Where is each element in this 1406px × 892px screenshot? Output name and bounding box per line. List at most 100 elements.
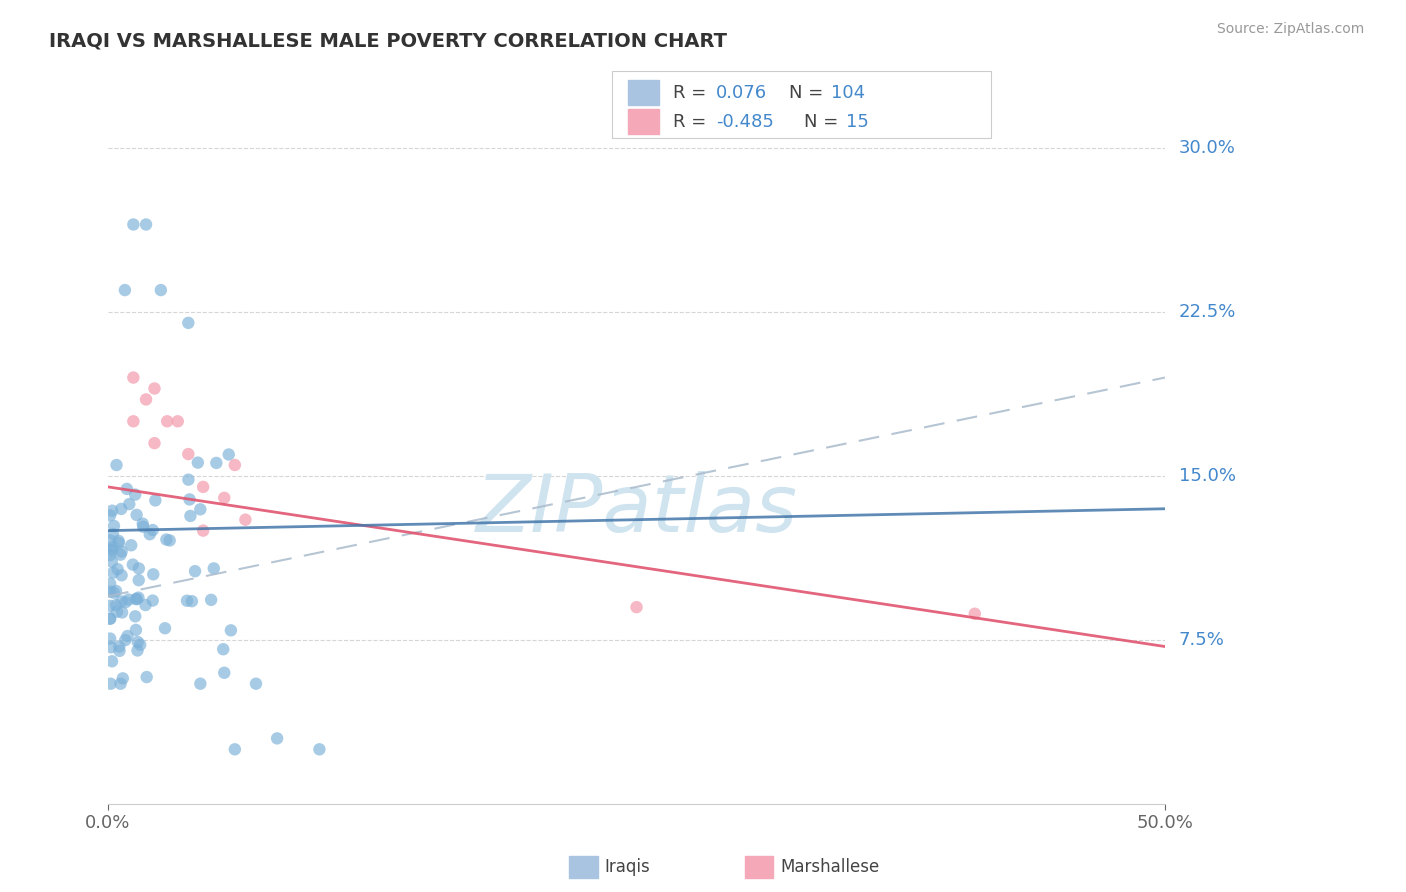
- Point: [179, 492, 201, 507]
- Point: [111, 606, 134, 620]
- Point: [98, 576, 121, 591]
- Point: [98, 599, 121, 613]
- Point: [98, 612, 121, 626]
- Point: [121, 558, 143, 572]
- Text: 15: 15: [846, 112, 869, 130]
- Point: [98, 542, 121, 557]
- Point: [179, 508, 201, 523]
- Text: N =: N =: [789, 84, 828, 102]
- Point: [114, 633, 136, 648]
- Point: [177, 316, 200, 330]
- Point: [166, 414, 188, 428]
- Point: [134, 598, 156, 612]
- Point: [212, 642, 235, 657]
- Point: [122, 370, 145, 384]
- Point: [127, 635, 149, 649]
- Point: [180, 594, 202, 608]
- Point: [143, 493, 166, 508]
- Point: [117, 629, 139, 643]
- Point: [200, 592, 222, 607]
- Point: [129, 638, 152, 652]
- Point: [115, 482, 138, 496]
- Point: [626, 600, 648, 615]
- Point: [101, 566, 124, 580]
- Point: [114, 595, 136, 609]
- Point: [120, 538, 142, 552]
- Point: [100, 640, 122, 655]
- Point: [963, 607, 986, 621]
- Point: [110, 502, 132, 516]
- Point: [110, 568, 132, 582]
- Point: [235, 513, 257, 527]
- Point: [125, 592, 148, 607]
- Point: [124, 609, 146, 624]
- Point: [135, 218, 157, 232]
- Point: [122, 414, 145, 428]
- Point: [128, 561, 150, 575]
- Point: [202, 561, 225, 575]
- Point: [142, 523, 165, 537]
- Point: [124, 487, 146, 501]
- Point: [105, 584, 128, 599]
- Point: [108, 644, 131, 658]
- Point: [110, 548, 132, 562]
- Point: [218, 448, 240, 462]
- Point: [143, 382, 166, 396]
- Point: [101, 543, 124, 558]
- Point: [107, 562, 129, 576]
- Text: ZIPatlas: ZIPatlas: [475, 471, 797, 549]
- Point: [132, 519, 155, 533]
- Point: [108, 640, 131, 654]
- Point: [177, 473, 200, 487]
- Point: [142, 567, 165, 582]
- Point: [98, 533, 121, 548]
- Point: [139, 527, 162, 541]
- Point: [191, 524, 214, 538]
- Point: [98, 508, 121, 523]
- Point: [143, 436, 166, 450]
- Point: [156, 414, 179, 428]
- Point: [176, 593, 198, 607]
- Point: [159, 533, 181, 548]
- Point: [135, 670, 157, 684]
- Point: [188, 502, 211, 516]
- Point: [118, 497, 141, 511]
- Point: [125, 623, 148, 637]
- Point: [266, 731, 288, 746]
- Point: [98, 611, 121, 625]
- Point: [153, 621, 176, 635]
- Point: [101, 540, 124, 554]
- Point: [125, 591, 148, 606]
- Point: [122, 218, 145, 232]
- Point: [108, 536, 131, 550]
- Point: [114, 283, 136, 297]
- Text: 30.0%: 30.0%: [1180, 139, 1236, 157]
- Text: R =: R =: [673, 84, 713, 102]
- Text: 15.0%: 15.0%: [1180, 467, 1236, 485]
- Point: [105, 458, 128, 472]
- Point: [111, 671, 134, 685]
- Point: [219, 624, 242, 638]
- Text: 22.5%: 22.5%: [1180, 303, 1236, 321]
- Point: [98, 584, 121, 599]
- Point: [103, 519, 125, 533]
- Point: [117, 592, 139, 607]
- Point: [132, 516, 155, 531]
- Point: [245, 676, 267, 690]
- Point: [155, 533, 177, 547]
- Point: [214, 665, 236, 680]
- Text: Iraqis: Iraqis: [605, 858, 651, 876]
- Text: -0.485: -0.485: [716, 112, 773, 130]
- Point: [128, 573, 150, 587]
- Text: R =: R =: [673, 112, 713, 130]
- Text: N =: N =: [804, 112, 844, 130]
- Text: Marshallese: Marshallese: [780, 858, 880, 876]
- Point: [224, 458, 246, 472]
- Point: [205, 456, 228, 470]
- Point: [188, 676, 211, 690]
- Point: [98, 548, 121, 562]
- Point: [191, 480, 214, 494]
- Text: 0.076: 0.076: [716, 84, 766, 102]
- Point: [110, 594, 132, 608]
- Point: [101, 654, 124, 668]
